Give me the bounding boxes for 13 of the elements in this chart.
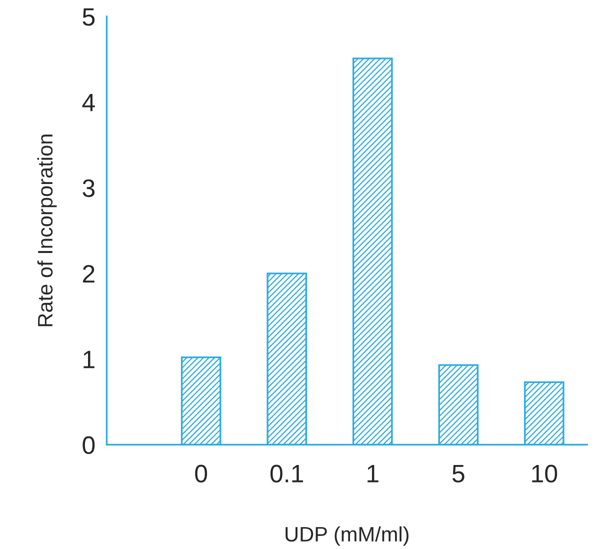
y-axis-title: Rate of Incorporation (37, 134, 57, 326)
x-tick-label: 1 (368, 465, 378, 482)
y-tick-label: 0 (82, 436, 95, 454)
y-tick-label: 5 (82, 8, 95, 26)
y-tick-label: 1 (84, 350, 94, 368)
x-tick-label: 0 (195, 464, 208, 482)
x-axis-title: UDP (mM/ml) (286, 526, 408, 546)
y-tick-label: 4 (82, 94, 95, 112)
y-tick-label: 2 (82, 265, 94, 282)
x-tick-label: 5 (452, 465, 464, 482)
y-tick-label: 3 (82, 179, 95, 198)
x-tick-label: 0.1 (270, 464, 304, 482)
x-tick-label: 10 (532, 464, 558, 482)
